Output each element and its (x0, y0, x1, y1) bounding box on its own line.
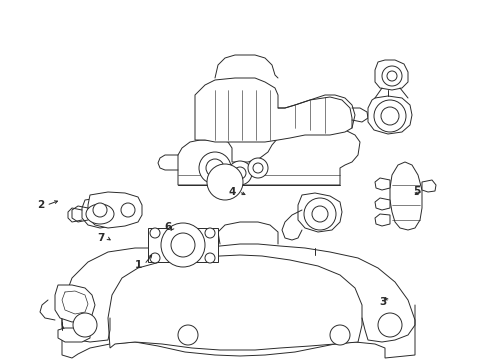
Circle shape (247, 158, 267, 178)
Polygon shape (367, 96, 411, 134)
Circle shape (199, 152, 230, 184)
Circle shape (204, 253, 215, 263)
Circle shape (204, 228, 215, 238)
Polygon shape (195, 78, 354, 142)
Polygon shape (55, 285, 95, 322)
Circle shape (329, 325, 349, 345)
Circle shape (150, 228, 160, 238)
Circle shape (386, 71, 396, 81)
Polygon shape (374, 60, 407, 90)
Polygon shape (421, 180, 435, 192)
Circle shape (304, 198, 335, 230)
Polygon shape (297, 193, 341, 232)
Text: 4: 4 (228, 186, 236, 197)
Circle shape (121, 203, 135, 217)
Circle shape (252, 163, 263, 173)
Circle shape (178, 325, 198, 345)
Circle shape (311, 206, 327, 222)
Circle shape (227, 161, 251, 185)
Circle shape (381, 66, 401, 86)
Polygon shape (58, 328, 90, 342)
Polygon shape (389, 162, 421, 230)
Polygon shape (374, 198, 389, 210)
Polygon shape (374, 178, 389, 190)
Polygon shape (82, 198, 120, 228)
Circle shape (206, 164, 243, 200)
Circle shape (377, 313, 401, 337)
Polygon shape (108, 255, 361, 350)
Circle shape (380, 107, 398, 125)
Ellipse shape (86, 204, 114, 224)
Text: 5: 5 (412, 186, 420, 196)
Text: 1: 1 (134, 260, 142, 270)
Polygon shape (88, 192, 142, 228)
Circle shape (171, 233, 195, 257)
Circle shape (73, 313, 97, 337)
Circle shape (373, 100, 405, 132)
Polygon shape (374, 214, 389, 226)
Circle shape (205, 159, 224, 177)
Text: 2: 2 (37, 200, 44, 210)
Circle shape (93, 203, 107, 217)
Circle shape (234, 167, 245, 179)
Circle shape (161, 223, 204, 267)
Polygon shape (62, 244, 414, 358)
Polygon shape (148, 228, 218, 262)
Text: 7: 7 (97, 233, 104, 243)
Circle shape (150, 253, 160, 263)
Text: 6: 6 (163, 222, 171, 232)
Text: 3: 3 (378, 297, 386, 307)
Polygon shape (178, 128, 359, 185)
